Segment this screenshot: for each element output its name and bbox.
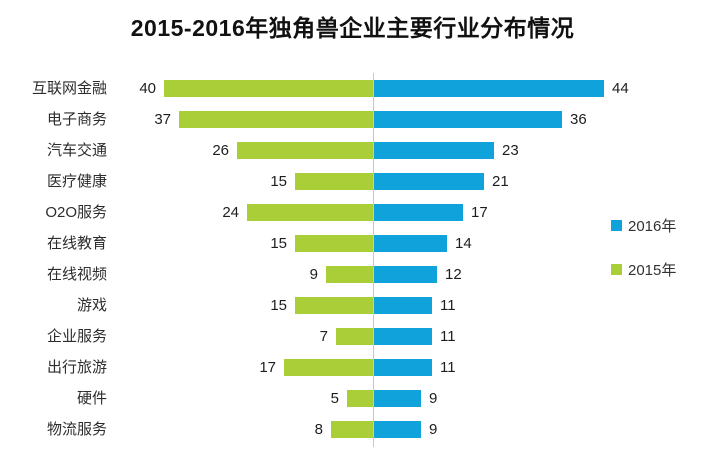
bar-2015	[336, 328, 373, 345]
category-label: 出行旅游	[46, 359, 107, 376]
legend-label: 2015年	[628, 262, 677, 279]
bar-2015	[237, 142, 373, 159]
bar-2015	[295, 235, 373, 252]
value-label-2015: 7	[319, 328, 328, 345]
category-label: 企业服务	[46, 328, 107, 345]
value-label-2015: 9	[309, 266, 318, 283]
bar-2016	[374, 111, 562, 128]
bar-2016	[374, 328, 432, 345]
value-label-2015: 24	[222, 204, 239, 221]
bar-2016	[374, 359, 432, 376]
category-label: 电子商务	[46, 111, 107, 128]
bar-2016	[374, 297, 432, 314]
value-label-2015: 5	[330, 390, 339, 407]
value-label-2015: 15	[270, 173, 287, 190]
category-label: 汽车交通	[46, 142, 107, 159]
value-label-2015: 8	[314, 421, 323, 438]
legend-label: 2016年	[628, 218, 677, 235]
category-label: 在线视频	[46, 266, 107, 283]
bar-2015	[295, 173, 373, 190]
value-label-2016: 9	[429, 390, 438, 407]
value-label-2015: 40	[139, 80, 156, 97]
value-label-2015: 37	[154, 111, 171, 128]
bar-2016	[374, 142, 494, 159]
legend-item-2015: 2015年	[611, 259, 676, 280]
bar-2015	[326, 266, 373, 283]
bar-2016	[374, 235, 447, 252]
bar-2016	[374, 173, 484, 190]
value-label-2016: 21	[492, 173, 509, 190]
category-label: 硬件	[76, 390, 107, 407]
value-label-2016: 14	[455, 235, 472, 252]
bar-2016	[374, 80, 604, 97]
value-label-2016: 17	[471, 204, 488, 221]
legend-swatch-icon	[611, 264, 622, 275]
value-label-2015: 17	[259, 359, 276, 376]
value-label-2016: 44	[612, 80, 629, 97]
bar-2016	[374, 266, 437, 283]
value-label-2016: 11	[440, 359, 456, 376]
value-label-2016: 11	[440, 328, 456, 345]
value-label-2015: 26	[212, 142, 229, 159]
category-label: O2O服务	[45, 204, 107, 221]
bar-2015	[295, 297, 373, 314]
bar-2015	[179, 111, 373, 128]
bar-2015	[164, 80, 373, 97]
value-label-2016: 11	[440, 297, 456, 314]
value-label-2016: 12	[445, 266, 462, 283]
chart-title: 2015-2016年独角兽企业主要行业分布情况	[130, 15, 575, 41]
bar-2016	[374, 390, 421, 407]
value-label-2015: 15	[270, 297, 287, 314]
legend-item-2016: 2016年	[611, 215, 676, 236]
bar-2015	[331, 421, 373, 438]
bar-2016	[374, 204, 463, 221]
bar-2016	[374, 421, 421, 438]
category-label: 在线教育	[46, 235, 107, 252]
value-label-2015: 15	[270, 235, 287, 252]
category-label: 医疗健康	[46, 173, 107, 190]
bar-2015	[347, 390, 373, 407]
bar-2015	[284, 359, 373, 376]
value-label-2016: 9	[429, 421, 438, 438]
category-label: 游戏	[76, 297, 107, 314]
legend-swatch-icon	[611, 220, 622, 231]
value-label-2016: 23	[502, 142, 519, 159]
value-label-2016: 36	[570, 111, 587, 128]
category-label: 物流服务	[46, 421, 107, 438]
category-label: 互联网金融	[31, 80, 107, 97]
bar-2015	[247, 204, 373, 221]
center-axis-line	[373, 73, 374, 447]
